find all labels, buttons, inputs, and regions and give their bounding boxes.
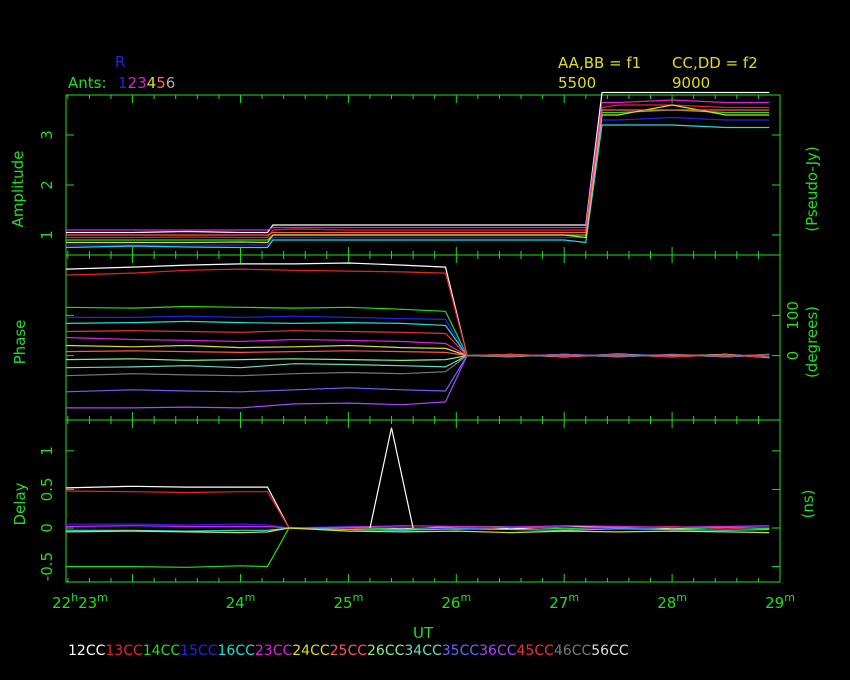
- reference-marker: R: [115, 53, 126, 71]
- delay-ylabel-right: (ns): [799, 489, 817, 519]
- series-line: [66, 99, 770, 231]
- panel-frame: [65, 254, 781, 421]
- series-line: [66, 527, 770, 532]
- baseline-legend-entry: 36CC: [479, 643, 517, 659]
- antenna-number: 4: [146, 74, 157, 92]
- series-line: [66, 523, 770, 530]
- delay-spike-line: [369, 427, 414, 529]
- baseline-legend: 12CC13CC14CC15CC16CC23CC24CC25CC26CC34CC…: [68, 644, 629, 658]
- series-line: [65, 268, 770, 358]
- y-tick-label-right: 0: [784, 351, 802, 361]
- freq-right-label: CC,DD = f2: [672, 54, 758, 72]
- baseline-legend-entry: 46CC: [553, 643, 592, 659]
- series-line: [66, 353, 770, 409]
- x-tick-label: 29m: [765, 591, 795, 612]
- phase-ylabel: Phase: [11, 319, 29, 365]
- y-tick-label-right: 100: [784, 301, 802, 330]
- y-tick-label: 0: [38, 523, 56, 533]
- phase-ylabel-right: (degrees): [803, 305, 821, 379]
- series-line: [66, 104, 770, 239]
- antenna-number: 5: [156, 74, 166, 92]
- x-tick-label: 28m: [657, 591, 687, 612]
- amplitude-ylabel-right: (Pseudo-Jy): [803, 146, 821, 232]
- series-line: [65, 124, 770, 249]
- freq-right-value: 9000: [672, 74, 711, 92]
- baseline-legend-entry: 26CC: [367, 643, 405, 659]
- series-line: [66, 104, 770, 244]
- antenna-list: 123456: [118, 76, 175, 91]
- x-tick-label: 27m: [549, 591, 579, 612]
- baseline-legend-entry: 24CC: [292, 643, 330, 659]
- series-line: [65, 490, 770, 531]
- series-line: [66, 525, 770, 568]
- antenna-number: 3: [137, 74, 147, 92]
- baseline-legend-entry: 14CC: [142, 643, 181, 659]
- panel-frame: [65, 419, 781, 583]
- baseline-legend-entry: 56CC: [591, 643, 629, 659]
- x-tick-label: 25m: [333, 591, 363, 612]
- antenna-number: 2: [127, 74, 138, 92]
- y-tick-label: -0.5: [38, 552, 56, 581]
- x-tick-label: 22h23m: [52, 591, 108, 612]
- series-line: [66, 91, 770, 234]
- freq-left-label: AA,BB = f1: [558, 54, 642, 72]
- series-line: [65, 527, 770, 534]
- baseline-legend-entry: 25CC: [329, 643, 367, 659]
- baseline-legend-entry: 23CC: [254, 643, 293, 659]
- y-tick-label: 2: [38, 180, 56, 190]
- baseline-legend-entry: 45CC: [516, 643, 554, 659]
- ants-label: Ants:: [68, 74, 107, 92]
- x-tick-label: 24m: [226, 591, 256, 612]
- y-tick-label: 1: [38, 446, 56, 456]
- antenna-number: 1: [118, 74, 128, 92]
- xaxis-label: UT: [413, 624, 434, 642]
- y-tick-label: 3: [38, 130, 56, 140]
- baseline-legend-entry: 35CC: [441, 643, 480, 659]
- baseline-legend-entry: 15CC: [180, 643, 218, 659]
- series-line: [66, 109, 770, 241]
- antenna-number: 6: [165, 74, 176, 92]
- series-line: [65, 336, 770, 358]
- freq-left-value: 5500: [558, 74, 597, 92]
- series-line: [66, 109, 770, 236]
- baseline-legend-entry: 34CC: [404, 643, 442, 659]
- series-line: [65, 525, 770, 529]
- series-line: [65, 353, 770, 377]
- delay-ylabel: Delay: [11, 482, 29, 526]
- baseline-legend-entry: 12CC: [68, 643, 106, 659]
- baseline-legend-entry: 16CC: [217, 643, 255, 659]
- series-line: [66, 116, 770, 246]
- y-tick-label: 1: [38, 230, 56, 240]
- x-tick-label: 26m: [441, 591, 471, 612]
- amplitude-ylabel: Amplitude: [9, 150, 27, 228]
- y-tick-label: 0.5: [38, 477, 56, 501]
- series-line: [65, 330, 770, 358]
- baseline-legend-entry: 13CC: [105, 643, 143, 659]
- panel-frame: [65, 94, 781, 256]
